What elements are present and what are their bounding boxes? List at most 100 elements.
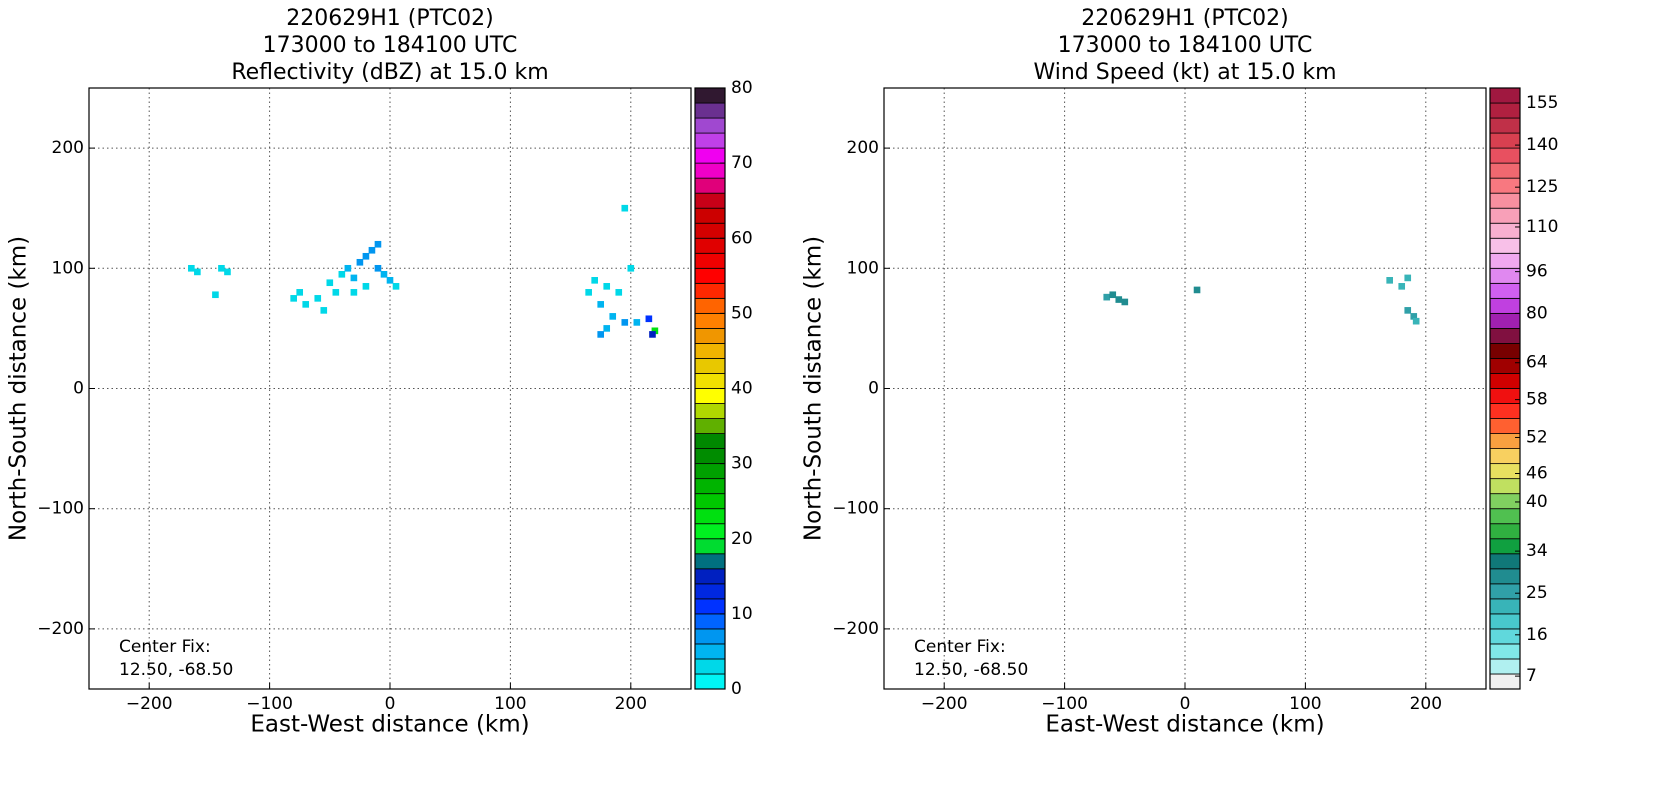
colorbar-box [694,282,726,299]
colorbar-box [1489,343,1521,359]
echo-cell [218,264,225,272]
colorbar-box [694,523,726,540]
colorbar-tick-label: 30 [731,454,753,474]
x-axis-label: East-West distance (km) [250,712,529,738]
echo-cell [1386,277,1393,284]
colorbar-tick-label: 40 [1526,492,1548,512]
colorbar-box [694,147,726,164]
colorbar-box [1489,523,1521,540]
colorbar-tick-label: 0 [731,679,742,699]
colorbar-tick-label: 7 [1526,666,1537,686]
chart-title: 173000 to 184100 UTC [263,33,518,58]
colorbar-box [1489,493,1521,510]
colorbar-box [1489,598,1521,615]
echo-cell [374,240,382,248]
colorbar-box [694,673,726,690]
y-tick-label: 200 [52,138,84,158]
colorbar-box [694,327,726,344]
colorbar-box [694,297,726,314]
colorbar-tick-label: 96 [1526,262,1548,282]
echo-cell [296,289,304,296]
colorbar-box [1489,162,1521,179]
colorbar-box [694,207,726,224]
echo-cell [368,246,376,254]
colorbar-box [1489,658,1521,675]
colorbar-tick-label: 16 [1526,625,1548,645]
colorbar-box [1489,568,1521,585]
colorbar-box [1489,282,1521,299]
echo-cell [633,319,641,326]
colorbar-box [1489,613,1521,630]
echo-cell [380,271,388,278]
echo-cell [320,307,328,314]
colorbar-box [694,192,726,209]
echo-cell [1193,286,1201,294]
echo-cell [350,289,358,296]
colorbar-box [1489,643,1521,660]
colorbar-box [694,613,726,630]
colorbar-box [1489,327,1521,344]
echo-cell [1412,317,1420,325]
y-tick-label: 0 [868,379,879,399]
colorbar-box [694,343,726,359]
colorbar-box [694,463,726,480]
colorbar-tick-label: 20 [731,529,753,549]
colorbar-box [694,132,726,149]
colorbar-tick-label: 155 [1526,93,1558,113]
colorbar-box [694,643,726,660]
colorbar-tick-label: 58 [1526,390,1548,410]
echo-cell [224,268,231,276]
y-tick-label: −200 [37,619,84,639]
echo-cell [603,325,611,332]
colorbar-tick-label: 125 [1526,177,1558,197]
colorbar-tick-label: 10 [731,604,753,624]
echo-cell [338,271,346,278]
colorbar-box [694,493,726,510]
colorbar-box [1489,478,1521,495]
colorbar-tick-label: 25 [1526,583,1548,603]
colorbar-box [1489,583,1521,600]
echo-cell [615,289,623,296]
colorbar-box [694,538,726,555]
echo-cell [627,264,635,272]
x-tick-label: 100 [494,694,526,714]
colorbar-box [694,628,726,645]
echo-cell [1404,307,1412,314]
colorbar-box [694,267,726,284]
echo-cell [603,283,611,290]
echo-cell [326,279,334,287]
y-tick-label: −200 [832,619,879,639]
echo-cell [1109,291,1117,299]
colorbar-box [694,568,726,585]
echo-cell [1404,274,1412,282]
colorbar-box [1489,388,1521,404]
colorbar-box [1489,237,1521,254]
echo-cell [609,313,617,320]
echo-cell [188,264,195,272]
echo-cell [344,264,352,272]
x-tick-label: 100 [1289,694,1321,714]
colorbar-box [694,658,726,675]
colorbar-tick-label: 34 [1526,541,1548,561]
echo-cell [585,289,592,296]
colorbar-box [1489,433,1521,450]
echo-cell [302,301,310,308]
colorbar-box [694,388,726,404]
x-tick-label: −100 [246,694,293,714]
colorbar-tick-label: 46 [1526,463,1548,483]
colorbar-box [694,102,726,119]
colorbar-box [694,418,726,434]
x-tick-label: 200 [615,694,647,714]
echo-cell [356,258,364,266]
chart-title: 220629H1 (PTC02) [286,6,493,31]
echo-cell [1410,313,1418,320]
colorbar-box [694,162,726,179]
colorbar-box [1489,373,1521,389]
colorbar-box [694,177,726,194]
x-tick-label: −200 [921,694,968,714]
colorbar-box [694,237,726,254]
chart-title: Reflectivity (dBZ) at 15.0 km [231,60,548,85]
colorbar-box [694,252,726,269]
colorbar-box [1489,418,1521,434]
colorbar-box [694,553,726,570]
